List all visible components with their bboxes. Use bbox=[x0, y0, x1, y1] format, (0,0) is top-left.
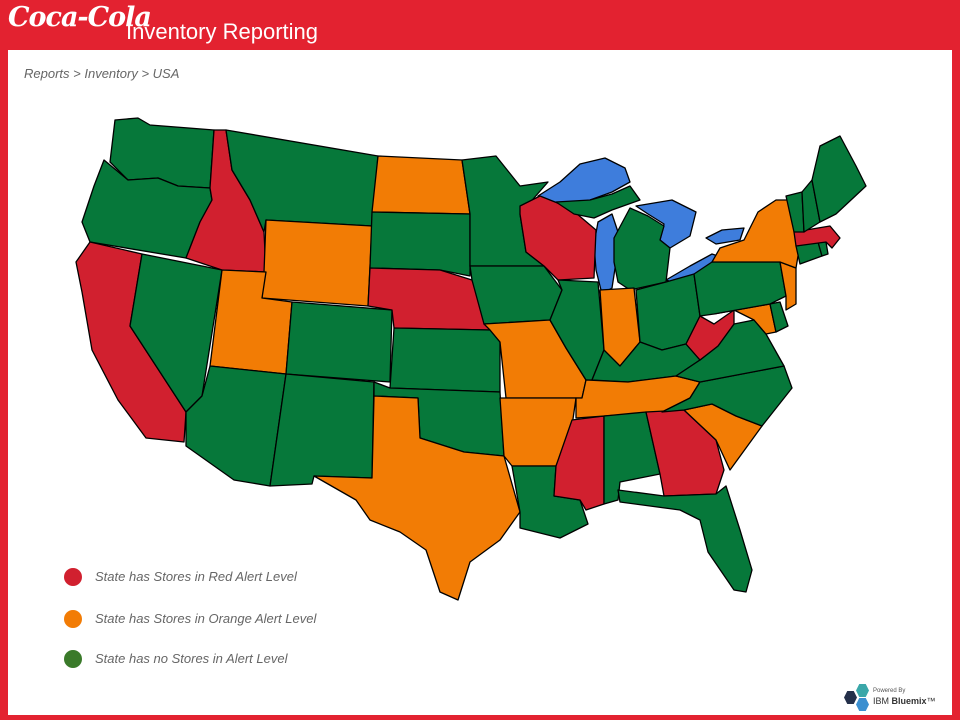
state-NY[interactable] bbox=[711, 199, 801, 269]
bluemix-logo-hex bbox=[856, 684, 869, 697]
state-ME[interactable] bbox=[811, 135, 867, 223]
state-KS[interactable] bbox=[389, 327, 501, 393]
breadcrumb-separator: > bbox=[69, 66, 85, 81]
state-MI[interactable] bbox=[613, 207, 671, 291]
state-WI[interactable] bbox=[519, 195, 597, 281]
legend-label-orange: State has Stores in Orange Alert Level bbox=[95, 611, 317, 626]
legend-label-red: State has Stores in Red Alert Level bbox=[95, 569, 297, 584]
red-dot-icon bbox=[64, 568, 82, 586]
bluemix-text: Bluemix bbox=[891, 696, 927, 706]
breadcrumb-usa: USA bbox=[152, 66, 180, 81]
state-CO[interactable] bbox=[285, 301, 393, 383]
state-NM[interactable] bbox=[269, 373, 375, 487]
powered-by-text: Powered By bbox=[873, 688, 906, 694]
breadcrumb-reports[interactable]: Reports bbox=[24, 66, 70, 81]
green-dot-icon bbox=[64, 650, 82, 668]
legend-label-green: State has no Stores in Alert Level bbox=[95, 651, 288, 666]
state-ND[interactable] bbox=[371, 155, 471, 215]
bluemix-logo-icon bbox=[844, 691, 857, 704]
ibm-text: IBM bbox=[873, 696, 890, 706]
trademark-text: ™ bbox=[926, 696, 936, 706]
page-title: Inventory Reporting bbox=[126, 19, 318, 44]
state-MI-up[interactable] bbox=[555, 185, 641, 219]
bluemix-logo-hex bbox=[856, 698, 869, 711]
lake-ontario bbox=[705, 227, 745, 245]
breadcrumb-inventory[interactable]: Inventory bbox=[84, 66, 138, 81]
state-FL[interactable] bbox=[617, 485, 753, 593]
ibm-bluemix-badge: Powered By IBM Bluemix™ bbox=[844, 684, 944, 712]
coca-cola-logo: Coca-Cola bbox=[8, 2, 152, 33]
bluemix-name: IBM Bluemix™ bbox=[873, 696, 936, 706]
usa-map bbox=[75, 117, 867, 601]
main-panel: Reports > Inventory > USA State has Stor… bbox=[8, 50, 952, 715]
header-bar: Coca-Cola Inventory Reporting bbox=[0, 0, 960, 50]
breadcrumb: Reports > Inventory > USA bbox=[24, 66, 179, 81]
state-TX[interactable] bbox=[313, 395, 521, 601]
state-NC[interactable] bbox=[661, 365, 793, 427]
orange-dot-icon bbox=[64, 610, 82, 628]
state-WV[interactable] bbox=[685, 309, 735, 361]
state-WY[interactable] bbox=[261, 219, 373, 307]
state-IA[interactable] bbox=[469, 265, 563, 325]
state-SD[interactable] bbox=[369, 211, 471, 277]
state-DE[interactable] bbox=[769, 301, 789, 333]
breadcrumb-separator: > bbox=[137, 66, 153, 81]
